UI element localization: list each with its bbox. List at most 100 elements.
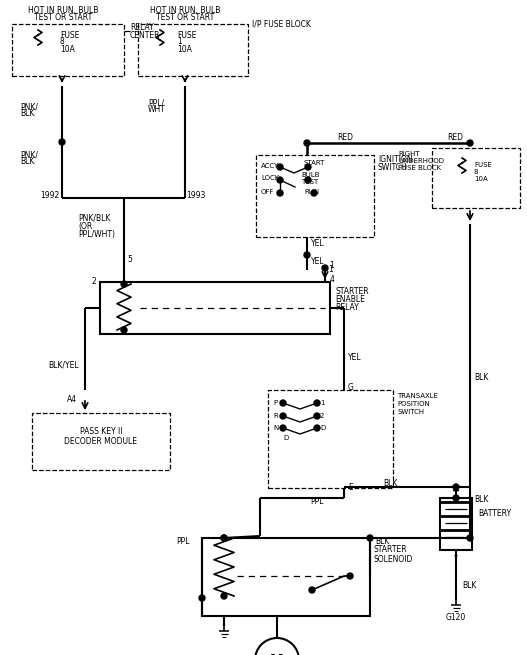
Text: BLK: BLK (474, 373, 489, 383)
Text: +: + (452, 486, 460, 496)
Text: I/P FUSE BLOCK: I/P FUSE BLOCK (252, 20, 311, 29)
Text: UNDERHOOD: UNDERHOOD (398, 158, 444, 164)
Text: TEST OR START: TEST OR START (34, 14, 92, 22)
Text: BLK: BLK (375, 536, 389, 546)
Text: PNK/: PNK/ (20, 151, 38, 160)
Circle shape (280, 413, 286, 419)
Text: E: E (348, 483, 353, 493)
Text: OFF: OFF (261, 189, 275, 195)
Bar (202, 538, 370, 616)
Circle shape (277, 190, 283, 196)
Text: YEL: YEL (348, 354, 362, 362)
Text: RELAY: RELAY (335, 303, 359, 312)
Text: BLK: BLK (383, 479, 397, 487)
Text: 1993: 1993 (187, 191, 206, 200)
Text: RED: RED (447, 134, 463, 143)
Text: 1: 1 (329, 261, 334, 269)
Text: HOT IN RUN, BULB: HOT IN RUN, BULB (28, 7, 98, 16)
Text: SWITCH: SWITCH (378, 162, 407, 172)
Text: PNK/BLK: PNK/BLK (78, 214, 110, 223)
Text: 1992: 1992 (41, 191, 60, 200)
Text: RIGHT: RIGHT (398, 151, 419, 157)
Circle shape (280, 425, 286, 431)
Text: WHT: WHT (148, 105, 166, 115)
Text: 1: 1 (328, 265, 333, 274)
Circle shape (311, 190, 317, 196)
Text: 1: 1 (177, 37, 182, 47)
Text: TRANSAXLE: TRANSAXLE (397, 393, 438, 399)
Text: FUSE: FUSE (474, 162, 492, 168)
Text: RED: RED (337, 134, 353, 143)
Text: PASS KEY II: PASS KEY II (80, 428, 122, 436)
Text: PPL/: PPL/ (148, 98, 164, 107)
Text: STARTER: STARTER (374, 546, 407, 555)
Circle shape (467, 535, 473, 541)
Text: 10A: 10A (60, 45, 75, 54)
Text: BLK: BLK (20, 157, 34, 166)
Text: BLK: BLK (20, 109, 34, 119)
Text: 4: 4 (330, 276, 335, 284)
Text: (OR: (OR (78, 221, 92, 231)
Circle shape (322, 265, 328, 271)
Circle shape (314, 400, 320, 406)
Text: START: START (304, 160, 325, 166)
Bar (12, 24, 124, 76)
Text: D: D (320, 425, 325, 431)
Text: 10A: 10A (177, 45, 192, 54)
Text: R: R (273, 413, 278, 419)
Text: G120: G120 (446, 614, 466, 622)
Text: PPL/WHT): PPL/WHT) (78, 229, 115, 238)
Text: PPL: PPL (177, 536, 190, 546)
Text: ACCY: ACCY (261, 163, 279, 169)
Bar (256, 155, 374, 237)
Text: 5: 5 (127, 255, 132, 265)
Text: SOLENOID: SOLENOID (374, 555, 413, 563)
Text: P: P (273, 400, 277, 406)
Text: YEL: YEL (311, 240, 325, 248)
Text: 10A: 10A (474, 176, 488, 182)
Text: D: D (283, 435, 288, 441)
Circle shape (221, 593, 227, 599)
Text: TEST OR START: TEST OR START (156, 14, 214, 22)
Text: STARTER: STARTER (335, 288, 368, 297)
Circle shape (305, 164, 311, 170)
Text: 2: 2 (320, 413, 325, 419)
Text: FUSE BLOCK: FUSE BLOCK (398, 165, 441, 171)
Text: DECODER MODULE: DECODER MODULE (64, 436, 138, 445)
Circle shape (277, 177, 283, 183)
Text: IGNITION: IGNITION (378, 155, 413, 164)
Circle shape (314, 425, 320, 431)
Circle shape (453, 495, 459, 501)
Circle shape (305, 177, 311, 183)
Bar (138, 24, 248, 76)
Text: FUSE: FUSE (60, 31, 80, 39)
Text: PPL: PPL (310, 498, 324, 506)
Bar (100, 282, 330, 334)
Bar (432, 148, 520, 208)
Bar (440, 498, 472, 550)
Text: BULB: BULB (301, 172, 319, 178)
Text: BLK/YEL: BLK/YEL (48, 360, 79, 369)
Circle shape (347, 573, 353, 579)
Text: BLK: BLK (474, 495, 489, 504)
Circle shape (280, 400, 286, 406)
Text: TEST: TEST (301, 179, 318, 185)
Text: 8: 8 (474, 169, 479, 175)
Circle shape (309, 587, 315, 593)
Text: ENABLE: ENABLE (335, 295, 365, 305)
Text: 2: 2 (91, 278, 96, 286)
Text: SWITCH: SWITCH (397, 409, 424, 415)
Circle shape (221, 535, 227, 541)
Text: CENTER: CENTER (130, 31, 161, 39)
Text: YEL: YEL (311, 257, 325, 267)
Text: -: - (454, 551, 458, 561)
Text: POSITION: POSITION (397, 401, 430, 407)
Text: BATTERY: BATTERY (478, 508, 511, 517)
Circle shape (199, 595, 205, 601)
Circle shape (59, 139, 65, 145)
Text: G: G (348, 383, 354, 392)
Circle shape (255, 638, 299, 655)
Text: RELAY: RELAY (130, 24, 154, 33)
Text: N: N (273, 425, 278, 431)
Text: PNK/: PNK/ (20, 102, 38, 111)
